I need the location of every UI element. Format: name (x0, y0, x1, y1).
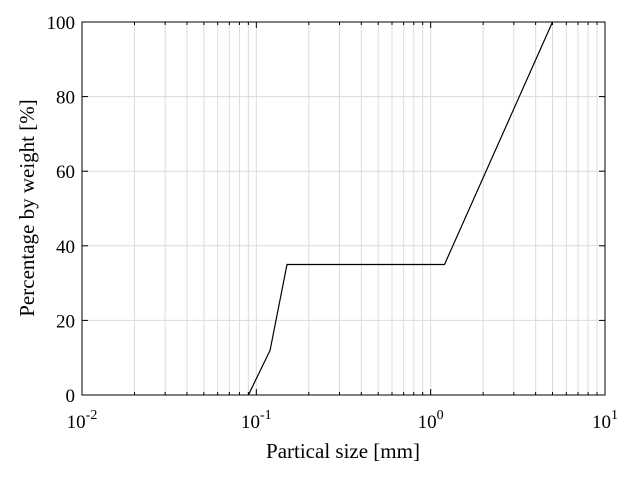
plot-area (82, 22, 605, 395)
data-point (286, 263, 288, 266)
x-tick-exponent: 1 (611, 408, 618, 423)
y-tick-label: 20 (56, 311, 75, 332)
x-tick-labels: 10-2 10-1 100 101 (67, 408, 618, 433)
x-tick-exponent: -2 (86, 408, 98, 423)
y-tick-label: 80 (56, 88, 75, 109)
x-tick-base: 10 (592, 412, 611, 433)
x-tick-exponent: -1 (260, 408, 272, 423)
y-tick-labels: 0 20 40 60 80 100 (47, 13, 76, 407)
x-axis-title: Partical size [mm] (266, 439, 420, 463)
plot-frame (81, 21, 606, 396)
grid (82, 22, 605, 395)
y-tick-label: 100 (47, 13, 76, 34)
y-axis-title: Percentage by weight [%] (15, 99, 39, 317)
data-point (269, 349, 271, 351)
tick-marks (82, 21, 605, 396)
x-tick-label: 101 (592, 408, 618, 433)
x-tick-base: 10 (67, 412, 86, 433)
x-tick-label: 10-2 (67, 408, 98, 433)
y-tick-label: 0 (66, 386, 76, 407)
y-tick-label: 40 (56, 237, 75, 258)
x-tick-base: 10 (241, 412, 260, 433)
x-tick-base: 10 (418, 412, 437, 433)
x-tick-exponent: 0 (437, 408, 444, 423)
x-tick-label: 100 (418, 408, 444, 433)
y-tick-label: 60 (56, 162, 75, 183)
data-point (443, 263, 446, 266)
x-tick-label: 10-1 (241, 408, 272, 433)
